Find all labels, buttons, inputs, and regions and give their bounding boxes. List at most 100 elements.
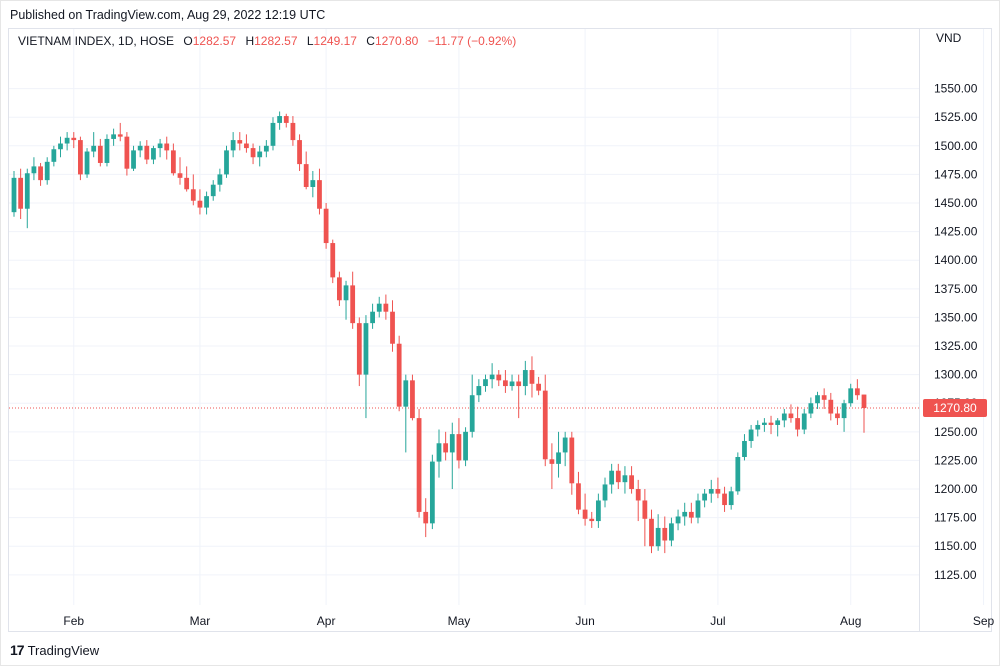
x-tick-label: Feb [63,614,84,628]
candle-body [549,459,555,464]
candle-body [622,475,628,483]
y-tick-label: 1325.00 [934,339,978,353]
candle-body [210,184,216,197]
candle-body [722,493,727,506]
y-tick-label: 1350.00 [934,310,978,324]
candle-body [144,145,150,160]
candle-body [781,413,787,421]
y-tick-label: 1550.00 [934,82,978,96]
candle-body [609,470,615,485]
candle-body [795,418,800,430]
x-tick-label: May [448,614,471,628]
candle-body [595,500,601,522]
candle-body [224,150,229,175]
candle-body [410,380,415,419]
candle-body [310,180,316,187]
low-label: L [306,34,314,48]
candle-body [536,383,541,391]
candle-body [177,173,183,178]
tradingview-brand[interactable]: 17 TradingView [10,642,99,658]
candle-body [58,143,63,150]
candle-body [735,456,741,492]
candle-body [469,395,475,432]
candle-body [64,137,70,144]
x-tick-label: Sep [973,614,995,628]
open-value: 1282.57 [192,34,237,48]
candle-body [290,122,296,141]
candle-body [642,500,648,519]
candle-body [350,285,356,324]
x-tick-label: Mar [190,614,211,628]
y-tick-label: 1225.00 [934,453,978,467]
candle-body [370,311,375,324]
brand-name: TradingView [27,642,100,658]
candle-body [403,380,409,407]
symbol-title: VIETNAM INDEX, 1D, HOSE [18,34,175,48]
close-value: 1270.80 [374,34,419,48]
last-price-badge [923,399,987,418]
candle-body [835,413,840,419]
candle-body [615,470,621,483]
candle-body [456,434,462,461]
chart-pane[interactable] [8,28,920,632]
candle-body [78,140,83,175]
candle-body [124,136,130,169]
x-tick-label: Apr [317,614,336,628]
candle-body [383,303,389,312]
candle-body [84,151,90,175]
candle-body [629,475,634,490]
published-caption: Published on TradingView.com, Aug 29, 20… [10,8,326,22]
change-value: −11.77 (−0.92%) [427,34,517,48]
candle-body [669,523,674,541]
last-price-label: 1270.80 [933,401,977,415]
high-value: 1282.57 [254,34,298,48]
candle-body [97,145,103,163]
candle-body [775,420,781,425]
candle-body [330,243,336,278]
candle-body [589,518,595,522]
low-value: 1249.17 [313,34,357,48]
price-axis[interactable] [920,28,992,632]
candle-body [38,166,43,181]
candle-body [768,422,774,425]
y-tick-label: 1200.00 [934,482,978,496]
candle-body [828,399,834,414]
candle-body [237,140,243,144]
candle-body [516,381,522,387]
candle-body [728,491,734,506]
candle-body [416,418,422,512]
candle-body [18,177,24,209]
y-tick-label: 1425.00 [934,225,978,239]
candle-body [742,440,747,457]
y-tick-label: 1250.00 [934,425,978,439]
candle-body [861,394,867,409]
candle-body [270,122,276,146]
candle-body [562,437,568,453]
candle-body [569,437,575,484]
candle-body [483,379,488,387]
candle-body [31,166,37,174]
candle-body [24,173,30,209]
candle-body [217,174,223,185]
y-tick-label: 1175.00 [934,511,977,525]
y-tick-label: 1525.00 [934,110,978,124]
y-tick-label: 1300.00 [934,368,978,382]
candle-body [11,177,17,213]
candle-body [509,381,515,387]
candle-body [131,150,136,169]
candle-body [263,145,269,152]
candle-body [396,343,402,407]
candle-body [715,489,721,494]
candle-body [376,303,382,312]
candle-body [762,422,767,425]
open-label: O [183,34,193,48]
candle-body [503,380,508,387]
candle-body [244,143,249,149]
candle-body [576,483,581,510]
candle-body [649,518,654,547]
x-tick-label: Jul [710,614,725,628]
candle-body [695,500,701,518]
candle-body [542,390,548,460]
candle-body [91,145,97,152]
